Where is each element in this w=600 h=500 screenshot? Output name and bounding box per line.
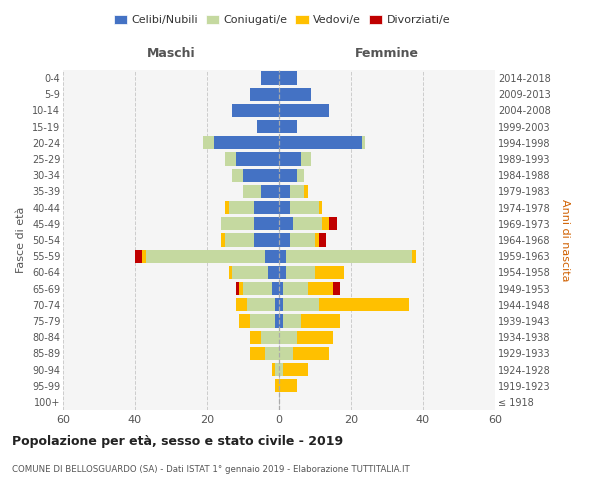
Y-axis label: Anni di nascita: Anni di nascita <box>560 198 570 281</box>
Bar <box>239 282 243 295</box>
Bar <box>203 136 214 149</box>
Bar <box>261 185 279 198</box>
Bar <box>236 298 247 312</box>
Bar <box>286 250 412 263</box>
Bar <box>272 363 275 376</box>
Bar <box>315 234 319 246</box>
Bar <box>279 379 297 392</box>
Bar <box>283 314 301 328</box>
Bar <box>232 168 243 182</box>
Bar <box>279 314 283 328</box>
Bar <box>229 201 254 214</box>
Bar <box>236 152 279 166</box>
Bar <box>290 185 304 198</box>
Bar <box>319 201 322 214</box>
Bar <box>297 330 333 344</box>
Bar <box>279 363 283 376</box>
Bar <box>236 282 239 295</box>
Bar <box>221 217 254 230</box>
Bar <box>283 298 319 312</box>
Bar <box>279 250 286 263</box>
Bar <box>243 282 272 295</box>
Bar <box>254 217 279 230</box>
Bar <box>283 363 308 376</box>
Bar <box>239 314 250 328</box>
Bar <box>135 250 142 263</box>
Bar <box>279 185 290 198</box>
Bar <box>279 136 362 149</box>
Bar <box>243 185 261 198</box>
Bar <box>261 72 279 85</box>
Bar <box>243 168 279 182</box>
Bar <box>254 234 279 246</box>
Bar <box>221 234 225 246</box>
Bar <box>293 346 329 360</box>
Text: Femmine: Femmine <box>355 48 419 60</box>
Bar <box>304 185 308 198</box>
Bar <box>275 379 279 392</box>
Bar <box>286 266 315 279</box>
Bar <box>279 282 283 295</box>
Bar <box>412 250 416 263</box>
Bar <box>279 234 290 246</box>
Text: Popolazione per età, sesso e stato civile - 2019: Popolazione per età, sesso e stato civil… <box>12 435 343 448</box>
Bar <box>265 250 279 263</box>
Bar <box>225 234 254 246</box>
Bar <box>279 201 290 214</box>
Bar <box>297 168 304 182</box>
Bar <box>279 72 297 85</box>
Bar <box>279 266 286 279</box>
Bar <box>290 234 315 246</box>
Bar <box>225 201 229 214</box>
Bar <box>279 168 297 182</box>
Bar <box>319 298 409 312</box>
Text: Maschi: Maschi <box>146 48 196 60</box>
Bar <box>254 201 279 214</box>
Bar <box>279 346 293 360</box>
Bar <box>279 217 293 230</box>
Bar <box>293 217 322 230</box>
Bar <box>319 234 326 246</box>
Bar <box>268 266 279 279</box>
Bar <box>261 330 279 344</box>
Legend: Celibi/Nubili, Coniugati/e, Vedovi/e, Divorziati/e: Celibi/Nubili, Coniugati/e, Vedovi/e, Di… <box>109 10 455 30</box>
Bar <box>329 217 337 230</box>
Bar <box>275 363 279 376</box>
Bar <box>275 314 279 328</box>
Bar <box>225 152 236 166</box>
Bar <box>362 136 365 149</box>
Bar <box>250 88 279 101</box>
Bar <box>315 266 344 279</box>
Bar <box>232 104 279 117</box>
Bar <box>257 120 279 134</box>
Bar <box>275 298 279 312</box>
Bar <box>142 250 146 263</box>
Bar <box>250 314 275 328</box>
Bar <box>279 298 283 312</box>
Bar <box>214 136 279 149</box>
Bar <box>322 217 329 230</box>
Bar <box>279 152 301 166</box>
Bar <box>279 120 297 134</box>
Text: COMUNE DI BELLOSGUARDO (SA) - Dati ISTAT 1° gennaio 2019 - Elaborazione TUTTITAL: COMUNE DI BELLOSGUARDO (SA) - Dati ISTAT… <box>12 465 410 474</box>
Bar <box>229 266 232 279</box>
Bar <box>301 152 311 166</box>
Bar <box>301 314 340 328</box>
Bar <box>279 330 297 344</box>
Bar <box>265 346 279 360</box>
Y-axis label: Fasce di età: Fasce di età <box>16 207 26 273</box>
Bar <box>279 104 329 117</box>
Bar <box>308 282 333 295</box>
Bar <box>250 346 265 360</box>
Bar <box>146 250 265 263</box>
Bar <box>283 282 308 295</box>
Bar <box>232 266 268 279</box>
Bar <box>333 282 340 295</box>
Bar <box>279 88 311 101</box>
Bar <box>250 330 261 344</box>
Bar <box>272 282 279 295</box>
Bar <box>290 201 319 214</box>
Bar <box>247 298 275 312</box>
